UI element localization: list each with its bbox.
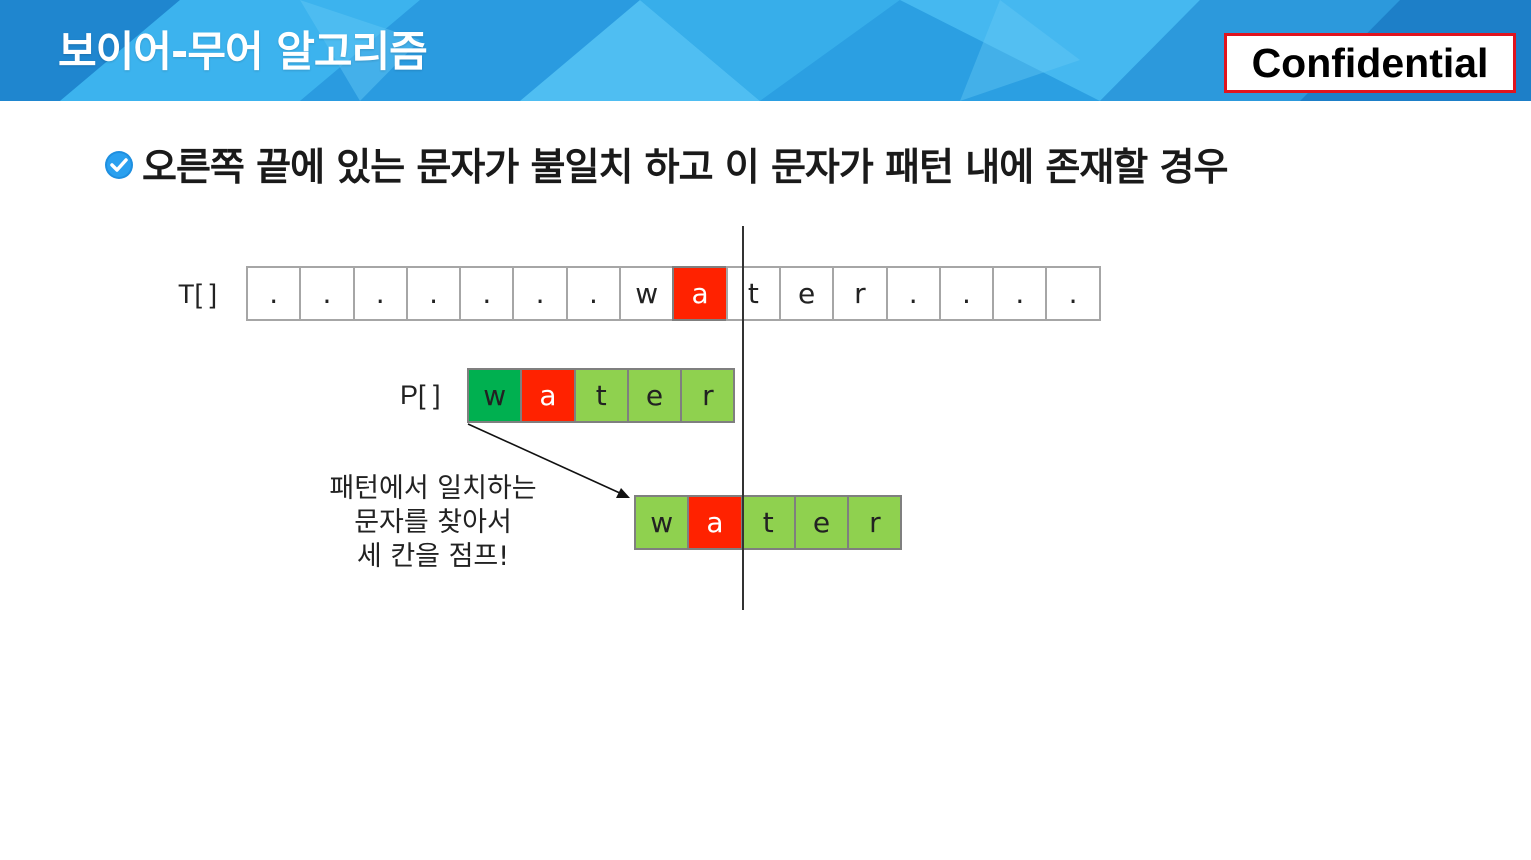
text-array-label: T[ ] xyxy=(178,279,217,309)
jump-arrow xyxy=(467,423,630,498)
bullet-text: 오른쪽 끝에 있는 문자가 불일치 하고 이 문자가 패턴 내에 존재할 경우 xyxy=(142,145,1228,189)
pattern-after-cell: r xyxy=(847,495,903,550)
pattern-before-cell: a xyxy=(520,368,576,423)
pattern-before-cell: r xyxy=(680,368,736,423)
text-array-cell: . xyxy=(992,266,1048,321)
check-circle-icon xyxy=(105,151,133,179)
pattern-before-cell: w xyxy=(467,368,523,423)
text-array-cell: . xyxy=(459,266,515,321)
confidential-badge: Confidential xyxy=(1224,33,1516,93)
text-array-cell: . xyxy=(512,266,568,321)
jump-annotation: 패턴에서 일치하는 문자를 찾아서 세 칸을 점프! xyxy=(300,472,566,574)
slide-title: 보이어-무어 알고리즘 xyxy=(58,27,428,76)
text-array-cell: w xyxy=(619,266,675,321)
text-array-cell: . xyxy=(246,266,302,321)
text-array-cell: . xyxy=(299,266,355,321)
pattern-after-cell: t xyxy=(740,495,796,550)
annotation-line-2: 문자를 찾아서 xyxy=(354,507,512,538)
text-array-cell: r xyxy=(832,266,888,321)
text-array-cell: . xyxy=(565,266,622,321)
pattern-before-cell: e xyxy=(626,368,683,423)
text-array-cell: . xyxy=(1045,266,1101,321)
header-banner: 보이어-무어 알고리즘 Confidential xyxy=(0,0,1531,101)
pattern-label: P[ ] xyxy=(400,380,441,410)
text-array-cell: . xyxy=(885,266,941,321)
annotation-line-1: 패턴에서 일치하는 xyxy=(329,473,537,504)
text-array-cell: . xyxy=(405,266,462,321)
annotation-line-3: 세 칸을 점프! xyxy=(356,541,510,572)
text-array-cell: . xyxy=(352,266,408,321)
pattern-after-cell: a xyxy=(687,495,743,550)
text-array-cell: t xyxy=(725,266,781,321)
text-array-cell: a xyxy=(672,266,728,321)
alignment-line xyxy=(742,226,744,610)
pattern-after-cell: w xyxy=(634,495,690,550)
text-array-cell: e xyxy=(778,266,835,321)
text-array-cell: . xyxy=(938,266,995,321)
pattern-before-cell: t xyxy=(573,368,629,423)
pattern-after-cell: e xyxy=(793,495,850,550)
